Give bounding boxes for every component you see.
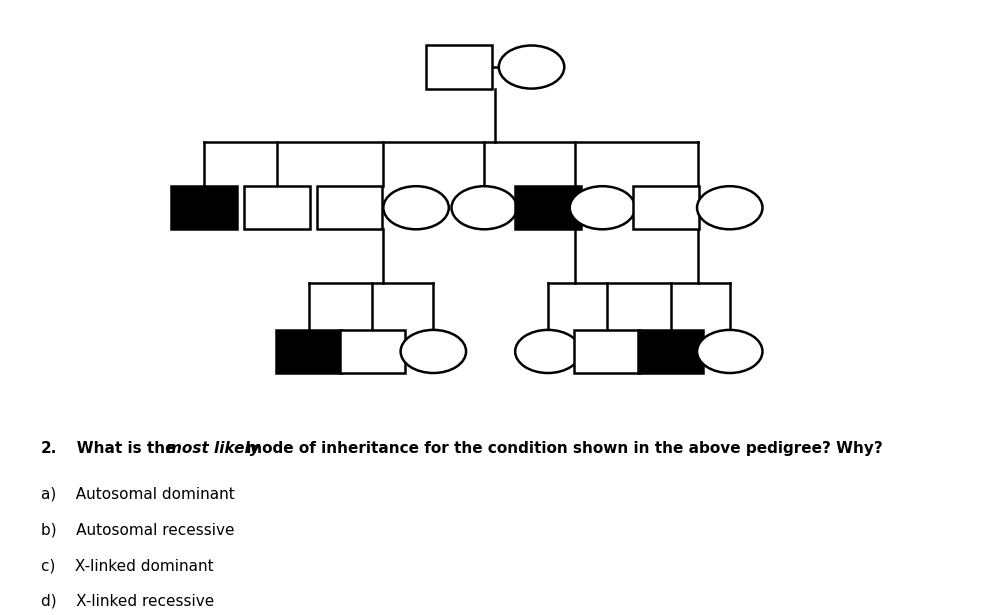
- FancyBboxPatch shape: [515, 186, 581, 229]
- Ellipse shape: [384, 186, 449, 229]
- Ellipse shape: [515, 330, 581, 373]
- FancyBboxPatch shape: [574, 330, 640, 373]
- FancyBboxPatch shape: [426, 46, 492, 89]
- Text: d)    X-linked recessive: d) X-linked recessive: [41, 594, 214, 609]
- FancyBboxPatch shape: [276, 330, 342, 373]
- Text: most likely: most likely: [166, 442, 260, 456]
- Text: mode of inheritance for the condition shown in the above pedigree? Why?: mode of inheritance for the condition sh…: [241, 442, 882, 456]
- Text: c)    X-linked dominant: c) X-linked dominant: [41, 558, 213, 573]
- Ellipse shape: [452, 186, 517, 229]
- Ellipse shape: [697, 186, 762, 229]
- Ellipse shape: [570, 186, 635, 229]
- Text: What is the: What is the: [60, 442, 180, 456]
- FancyBboxPatch shape: [317, 186, 383, 229]
- Ellipse shape: [498, 46, 564, 89]
- FancyBboxPatch shape: [340, 330, 405, 373]
- FancyBboxPatch shape: [638, 330, 704, 373]
- Text: 2.: 2.: [41, 442, 56, 456]
- Text: b)    Autosomal recessive: b) Autosomal recessive: [41, 522, 234, 537]
- Text: a)    Autosomal dominant: a) Autosomal dominant: [41, 486, 234, 501]
- FancyBboxPatch shape: [633, 186, 699, 229]
- FancyBboxPatch shape: [171, 186, 237, 229]
- FancyBboxPatch shape: [244, 186, 309, 229]
- Ellipse shape: [400, 330, 466, 373]
- Ellipse shape: [697, 330, 762, 373]
